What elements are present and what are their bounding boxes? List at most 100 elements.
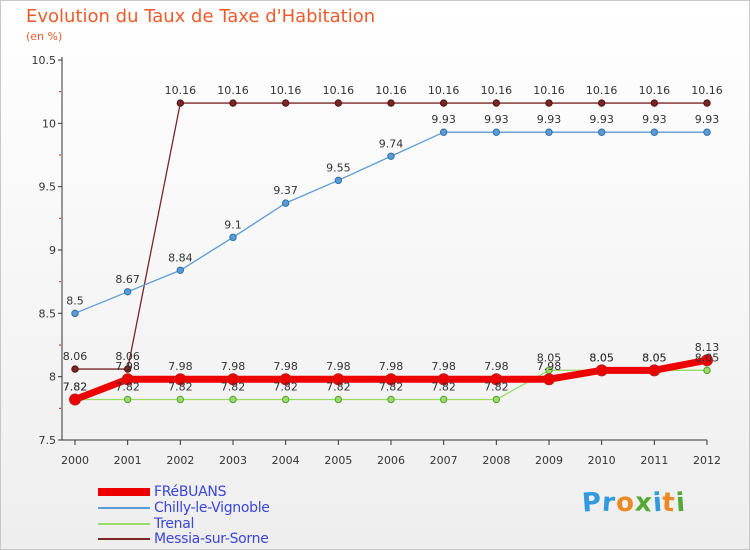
data-label: 7.98 — [484, 360, 509, 373]
data-label: 10.16 — [533, 84, 565, 97]
data-label: 10.16 — [481, 84, 513, 97]
data-point — [279, 373, 292, 386]
data-point — [229, 233, 237, 242]
data-point — [176, 266, 185, 274]
x-tick-label: 2011 — [640, 454, 668, 467]
data-label: 7.82 — [431, 380, 456, 393]
legend-label: Trenal — [154, 516, 195, 532]
data-point — [123, 365, 132, 373]
data-label: 8.05 — [537, 351, 562, 364]
data-label: 7.98 — [379, 360, 404, 373]
x-tick-label: 2010 — [588, 454, 616, 467]
data-point — [334, 176, 343, 185]
data-label: 10.16 — [691, 84, 723, 97]
data-label: 7.82 — [63, 380, 88, 393]
data-label: 7.82 — [115, 380, 140, 393]
legend-label: FRéBUANS — [154, 484, 227, 500]
data-label: 8.06 — [63, 350, 88, 363]
data-point — [595, 364, 608, 377]
data-label: 7.82 — [273, 380, 298, 393]
logo-letter: i — [674, 487, 687, 519]
data-point — [387, 395, 395, 404]
data-label: 9.93 — [589, 113, 614, 126]
x-tick-label: 2003 — [219, 454, 247, 467]
data-point — [703, 99, 711, 107]
data-label: 7.98 — [537, 360, 562, 373]
x-tick-label: 2002 — [166, 454, 194, 467]
data-label: 9.74 — [379, 137, 404, 150]
legend-label: Messia-sur-Sorne — [154, 531, 269, 547]
data-label: 7.98 — [326, 360, 351, 373]
data-point — [229, 395, 237, 404]
data-label: 8.06 — [115, 350, 140, 363]
data-label: 10.16 — [375, 84, 407, 97]
data-point — [648, 364, 661, 377]
data-label: 8.84 — [168, 251, 193, 264]
data-point — [387, 99, 395, 107]
data-label: 8.67 — [115, 273, 140, 286]
data-point — [492, 395, 501, 404]
data-point — [439, 395, 448, 404]
data-point — [71, 365, 79, 373]
data-point — [281, 395, 290, 404]
y-tick-label: 9 — [49, 244, 56, 257]
x-tick-label: 2007 — [430, 454, 458, 467]
data-point — [121, 373, 134, 386]
y-tick-label: 9.5 — [39, 181, 57, 194]
data-point — [492, 99, 501, 107]
data-label: 9.93 — [642, 113, 667, 126]
data-label: 9.1 — [224, 218, 242, 231]
data-label: 7.98 — [431, 360, 456, 373]
data-label: 7.98 — [168, 360, 193, 373]
data-label: 7.82 — [326, 380, 351, 393]
data-point — [281, 199, 290, 207]
data-label: 9.37 — [273, 184, 298, 197]
data-point — [545, 99, 553, 107]
y-tick-label: 10.5 — [32, 54, 57, 67]
x-tick-label: 2012 — [693, 454, 721, 467]
data-point — [545, 128, 553, 136]
data-point — [650, 128, 659, 136]
data-label: 10.16 — [428, 84, 460, 97]
data-label: 8.05 — [589, 351, 614, 364]
data-point — [281, 99, 290, 107]
legend-swatch — [98, 523, 150, 525]
y-tick-label: 7.5 — [39, 434, 57, 447]
data-label: 7.82 — [168, 380, 193, 393]
logo-letter: P — [580, 487, 604, 519]
data-label: 7.98 — [115, 360, 140, 373]
x-tick-label: 2000 — [61, 454, 89, 467]
data-label: 9.93 — [484, 113, 509, 126]
data-label: 8.05 — [642, 351, 667, 364]
y-tick-label: 10 — [42, 117, 56, 130]
data-label: 7.82 — [379, 380, 404, 393]
data-label: 8.5 — [66, 294, 84, 307]
data-label: 10.16 — [323, 84, 355, 97]
data-point — [701, 354, 713, 367]
data-label: 8.05 — [695, 351, 720, 364]
chart-title: Evolution du Taux de Taxe d'Habitation — [26, 6, 376, 27]
x-tick-label: 2006 — [377, 454, 405, 467]
data-point — [227, 373, 239, 386]
data-point — [597, 99, 606, 107]
data-point — [332, 373, 345, 386]
proxiti-logo: Proxiti — [580, 487, 687, 519]
legend-swatch — [98, 488, 150, 496]
data-label: 7.82 — [63, 380, 88, 393]
data-point — [437, 373, 450, 386]
data-label: 10.16 — [586, 84, 618, 97]
data-point — [490, 373, 503, 386]
data-label: 9.93 — [431, 113, 456, 126]
data-point — [229, 99, 237, 107]
data-label: 7.98 — [273, 360, 298, 373]
data-point — [439, 99, 448, 107]
chart-subtitle: (en %) — [26, 30, 63, 43]
x-tick-label: 2004 — [272, 454, 300, 467]
data-label: 10.16 — [639, 84, 671, 97]
y-tick-label: 8 — [49, 371, 56, 384]
data-point — [71, 309, 79, 318]
data-point — [385, 373, 397, 386]
data-label: 7.82 — [221, 380, 246, 393]
